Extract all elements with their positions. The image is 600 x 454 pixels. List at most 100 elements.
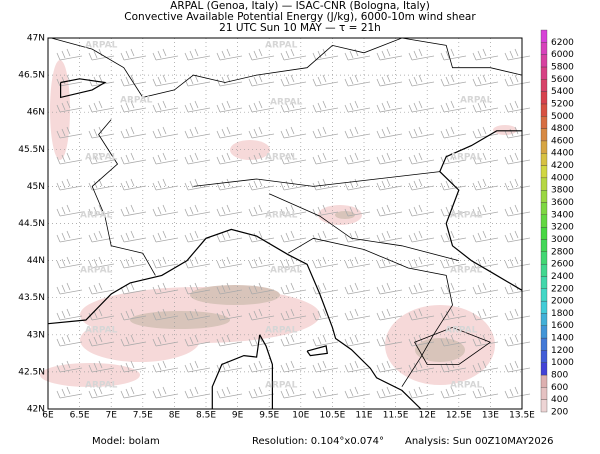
wind-barb <box>184 230 211 243</box>
wind-barb <box>248 74 275 87</box>
wind-barb <box>152 204 179 217</box>
wind-barb <box>504 100 531 113</box>
lat-tick-label: 43N <box>27 330 45 340</box>
wind-barb <box>56 256 83 269</box>
wind-barb <box>408 334 435 347</box>
colorbar-swatch <box>540 263 548 277</box>
colorbar-swatch <box>540 362 548 376</box>
wind-barb <box>56 48 83 61</box>
lon-tick-label: 10.5E <box>320 411 346 421</box>
colorbar-swatch <box>540 325 548 339</box>
wind-barb <box>376 308 403 321</box>
wind-barb <box>408 126 435 139</box>
colorbar-label: 1600 <box>551 321 574 331</box>
wind-barb <box>248 48 275 61</box>
colorbar-swatch <box>540 399 548 413</box>
colorbar-label: 3200 <box>551 223 574 233</box>
wind-barb <box>152 308 179 321</box>
wind-barb <box>248 152 275 165</box>
colorbar-swatch <box>540 29 548 43</box>
colorbar-label: 400 <box>551 395 568 405</box>
wind-barb <box>504 74 531 87</box>
wind-barb <box>248 308 275 321</box>
watermark: ARPAL <box>265 381 298 391</box>
wind-barb <box>184 48 211 61</box>
border-line <box>193 171 440 187</box>
colorbar-label: 1800 <box>551 309 574 319</box>
wind-barb <box>504 230 531 243</box>
wind-barb <box>440 256 467 269</box>
colorbar-label: 2200 <box>551 284 574 294</box>
wind-barb <box>152 152 179 165</box>
wind-barb <box>408 256 435 269</box>
lon-tick-label: 13.5E <box>509 411 535 421</box>
colorbar-swatch <box>540 177 548 191</box>
wind-barb <box>344 256 371 269</box>
wind-barb <box>88 204 115 217</box>
wind-barb <box>376 256 403 269</box>
colorbar-label: 5400 <box>551 87 574 97</box>
coastline <box>47 37 523 410</box>
border-line <box>414 326 491 365</box>
wind-barb <box>56 308 83 321</box>
lon-tick-label: 6.5E <box>70 411 90 421</box>
wind-barb <box>152 282 179 295</box>
wind-barb <box>216 308 243 321</box>
wind-barb <box>184 126 211 139</box>
wind-barb <box>56 126 83 139</box>
colorbar-label: 4800 <box>551 124 574 134</box>
wind-barb <box>408 204 435 217</box>
wind-barb <box>280 204 307 217</box>
wind-barb <box>280 256 307 269</box>
lat-tick-label: 44.5N <box>18 219 45 229</box>
wind-barb <box>312 100 339 113</box>
wind-barb <box>184 334 211 347</box>
border-line <box>91 119 156 276</box>
watermark: ARPAL <box>450 266 483 276</box>
wind-barb <box>152 256 179 269</box>
header-line: ARPAL (Genoa, Italy) — ISAC-CNR (Bologna… <box>170 0 430 12</box>
coast-line <box>60 78 107 99</box>
cape-field-core <box>130 211 465 362</box>
wind-barb <box>184 386 211 399</box>
wind-barb <box>248 256 275 269</box>
colorbar-label: 6200 <box>551 38 574 48</box>
watermark: ARPAL <box>265 153 298 163</box>
watermark: ARPAL <box>80 266 113 276</box>
wind-barb <box>440 282 467 295</box>
colorbar-label: 2600 <box>551 260 574 270</box>
wind-barb <box>344 48 371 61</box>
wind-barb <box>472 152 499 165</box>
wind-barb <box>216 386 243 399</box>
wind-barb <box>376 386 403 399</box>
wind-barb <box>344 178 371 191</box>
wind-barb <box>280 360 307 373</box>
wind-barb <box>152 386 179 399</box>
wind-barb <box>312 386 339 399</box>
wind-barb <box>280 48 307 61</box>
wind-barb <box>120 126 147 139</box>
colorbar: 200 400 600 800 1000 1200 1400 1600 1800 2000 2200… <box>540 29 574 418</box>
wind-barb <box>88 386 115 399</box>
colorbar-label: 800 <box>551 371 568 381</box>
wind-barb <box>312 334 339 347</box>
colorbar-swatch <box>540 128 548 142</box>
colorbar-label: 4600 <box>551 136 574 146</box>
wind-barb <box>344 360 371 373</box>
border-line <box>51 37 523 98</box>
wind-barb <box>216 282 243 295</box>
wind-barb <box>88 256 115 269</box>
colorbar-label: 3000 <box>551 235 574 245</box>
wind-barb <box>440 126 467 139</box>
wind-barb <box>120 256 147 269</box>
wind-barb <box>248 360 275 373</box>
colorbar-swatch <box>540 116 548 129</box>
wind-barb <box>504 152 531 165</box>
wind-barb <box>280 230 307 243</box>
wind-barb <box>504 204 531 217</box>
watermark: ARPAL <box>85 153 118 163</box>
wind-barb <box>408 100 435 113</box>
wind-barb <box>56 100 83 113</box>
wind-barb <box>120 230 147 243</box>
wind-barb <box>56 74 83 87</box>
